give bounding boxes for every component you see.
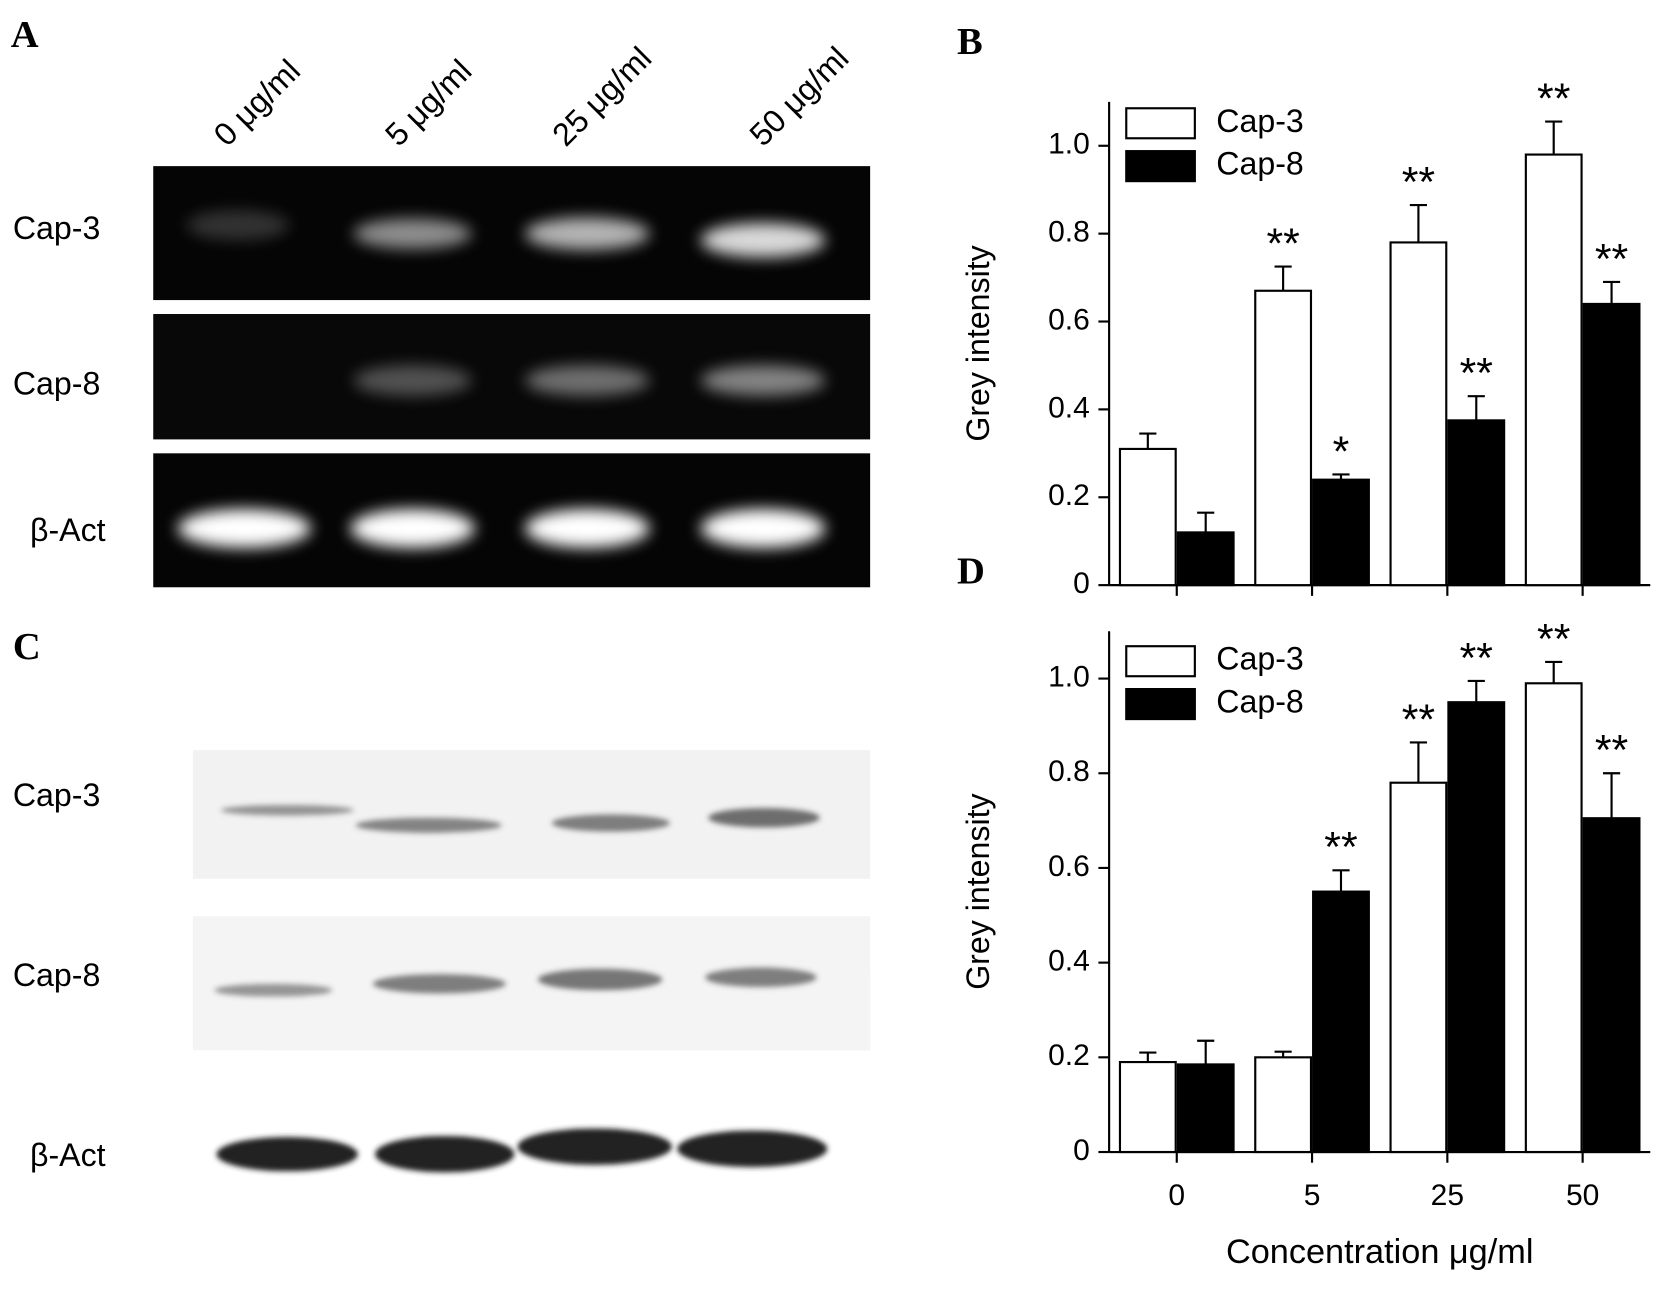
legend-swatch <box>1125 150 1196 183</box>
x-tick-label: 0 <box>1168 1179 1185 1212</box>
x-tick-label: 5 <box>1304 1179 1321 1212</box>
bar <box>1582 817 1641 1154</box>
bar <box>1582 302 1641 587</box>
y-tick-label: 1.0 <box>1048 660 1090 693</box>
y-tick-label: 0.8 <box>1048 216 1090 249</box>
significance-label: ** <box>1595 235 1629 283</box>
legend-swatch <box>1125 688 1196 721</box>
error-bar <box>1409 204 1427 243</box>
legend-label: Cap-8 <box>1216 146 1303 182</box>
panel-letter: D <box>957 550 985 592</box>
error-bar <box>1467 395 1485 421</box>
bar <box>1389 241 1448 587</box>
error-bar <box>1139 432 1157 449</box>
error-bar <box>1545 660 1563 684</box>
bar <box>1312 478 1370 587</box>
significance-label: ** <box>1460 634 1494 682</box>
y-tick-label: 1.0 <box>1048 128 1090 161</box>
significance-label: ** <box>1324 824 1358 872</box>
bar <box>1447 419 1506 587</box>
y-tick-label: 0.6 <box>1048 850 1090 883</box>
error-bar <box>1409 741 1427 783</box>
lane-label: 25 μg/ml <box>545 40 658 153</box>
y-tick-label: 0.2 <box>1048 1039 1090 1072</box>
row-label: Cap-3 <box>13 210 100 246</box>
bar <box>1118 1060 1177 1154</box>
error-bar <box>1603 280 1621 304</box>
bar <box>1118 447 1177 587</box>
x-tick-label: 50 <box>1566 1179 1599 1212</box>
row-label: Cap-3 <box>13 777 100 813</box>
bar <box>1524 153 1583 587</box>
significance-label: ** <box>1266 220 1300 268</box>
panel-letter: B <box>957 21 983 63</box>
y-axis-label: Grey intensity <box>960 245 996 441</box>
error-bar <box>1603 772 1621 819</box>
legend-label: Cap-3 <box>1216 641 1303 677</box>
gel-c <box>192 750 871 1173</box>
significance-label: * <box>1333 428 1350 476</box>
significance-label: ** <box>1537 75 1571 123</box>
y-tick-label: 0.2 <box>1048 479 1090 512</box>
bar <box>1524 682 1583 1154</box>
lane-label: 0 μg/ml <box>207 52 307 152</box>
lane-label: 5 μg/ml <box>378 52 478 152</box>
legend-swatch <box>1125 107 1196 140</box>
y-axis-label: Grey intensity <box>960 793 996 989</box>
bar <box>1176 531 1235 587</box>
row-label: Cap-8 <box>13 365 100 401</box>
error-bar <box>1139 1051 1157 1063</box>
legend-label: Cap-3 <box>1216 103 1303 139</box>
significance-label: ** <box>1595 727 1629 775</box>
y-tick-label: 0.8 <box>1048 755 1090 788</box>
panel-letter: C <box>13 626 41 668</box>
lane-labels: 0 μg/ml 5 μg/ml 25 μg/ml 50 μg/ml <box>207 40 856 153</box>
bar <box>1254 1056 1313 1154</box>
y-tick-label: 0 <box>1073 567 1090 600</box>
y-tick-label: 0.6 <box>1048 303 1090 336</box>
error-bar <box>1197 511 1215 533</box>
error-bar <box>1197 1039 1215 1065</box>
legend-swatch <box>1125 645 1196 678</box>
x-axis-label: Concentration μg/ml <box>1226 1233 1533 1271</box>
y-tick-label: 0.4 <box>1048 391 1090 424</box>
panel-letter: A <box>11 14 39 56</box>
significance-label: ** <box>1402 159 1436 207</box>
error-bar <box>1332 869 1350 892</box>
bar <box>1447 701 1506 1154</box>
bar <box>1389 781 1448 1154</box>
significance-label: ** <box>1537 615 1571 663</box>
error-bar <box>1274 265 1292 291</box>
lane-label: 50 μg/ml <box>742 40 855 153</box>
y-tick-label: 0 <box>1073 1134 1090 1167</box>
significance-label: ** <box>1460 350 1494 398</box>
row-label: β-Act <box>30 512 106 548</box>
x-tick-label: 25 <box>1431 1179 1464 1212</box>
row-label: β-Act <box>30 1137 106 1173</box>
y-tick-label: 0.4 <box>1048 945 1090 978</box>
error-bar <box>1545 120 1563 155</box>
bar <box>1312 890 1370 1154</box>
significance-label: ** <box>1402 696 1436 744</box>
error-bar <box>1467 679 1485 703</box>
row-label: Cap-8 <box>13 957 100 993</box>
gel-a <box>153 166 871 588</box>
bar <box>1176 1063 1235 1154</box>
legend-label: Cap-8 <box>1216 684 1303 720</box>
bar <box>1254 289 1313 587</box>
